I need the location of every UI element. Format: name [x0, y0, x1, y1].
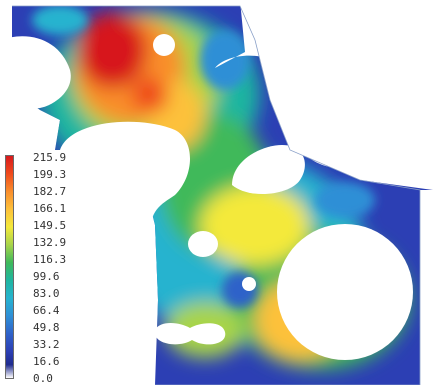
right-edge-cut [420, 190, 433, 385]
legend-label: 182.7 [33, 185, 67, 198]
legend-label: 166.1 [33, 202, 67, 215]
small-oval-left [188, 231, 218, 257]
small-hole-top [153, 34, 175, 56]
legend-label: 16.6 [33, 355, 60, 368]
tiny-hole [242, 277, 256, 291]
upper-right-blob [240, 0, 433, 175]
legend-label: 66.4 [33, 304, 60, 317]
middle-right-oval [232, 145, 305, 195]
bottom-peanut-hole [154, 323, 226, 345]
left-block-cut [0, 121, 190, 385]
legend-label: 83.0 [33, 287, 60, 300]
legend-label: 215.9 [33, 151, 67, 164]
legend-label: 116.3 [33, 253, 67, 266]
legend-label: 199.3 [33, 168, 67, 181]
part-outline [12, 5, 421, 385]
big-right-hole [277, 224, 413, 360]
legend-label: 99.6 [33, 270, 60, 283]
legend-label: 49.8 [33, 321, 60, 334]
left-notch-hole [0, 36, 71, 110]
color-legend: 215.9 199.3 182.7 166.1 149.5 132.9 116.… [3, 151, 67, 385]
legend-label: 132.9 [33, 236, 67, 249]
legend-color-bar [5, 155, 14, 379]
legend-label: 0.0 [33, 372, 53, 385]
legend-label: 149.5 [33, 219, 67, 232]
legend-label: 33.2 [33, 338, 60, 351]
